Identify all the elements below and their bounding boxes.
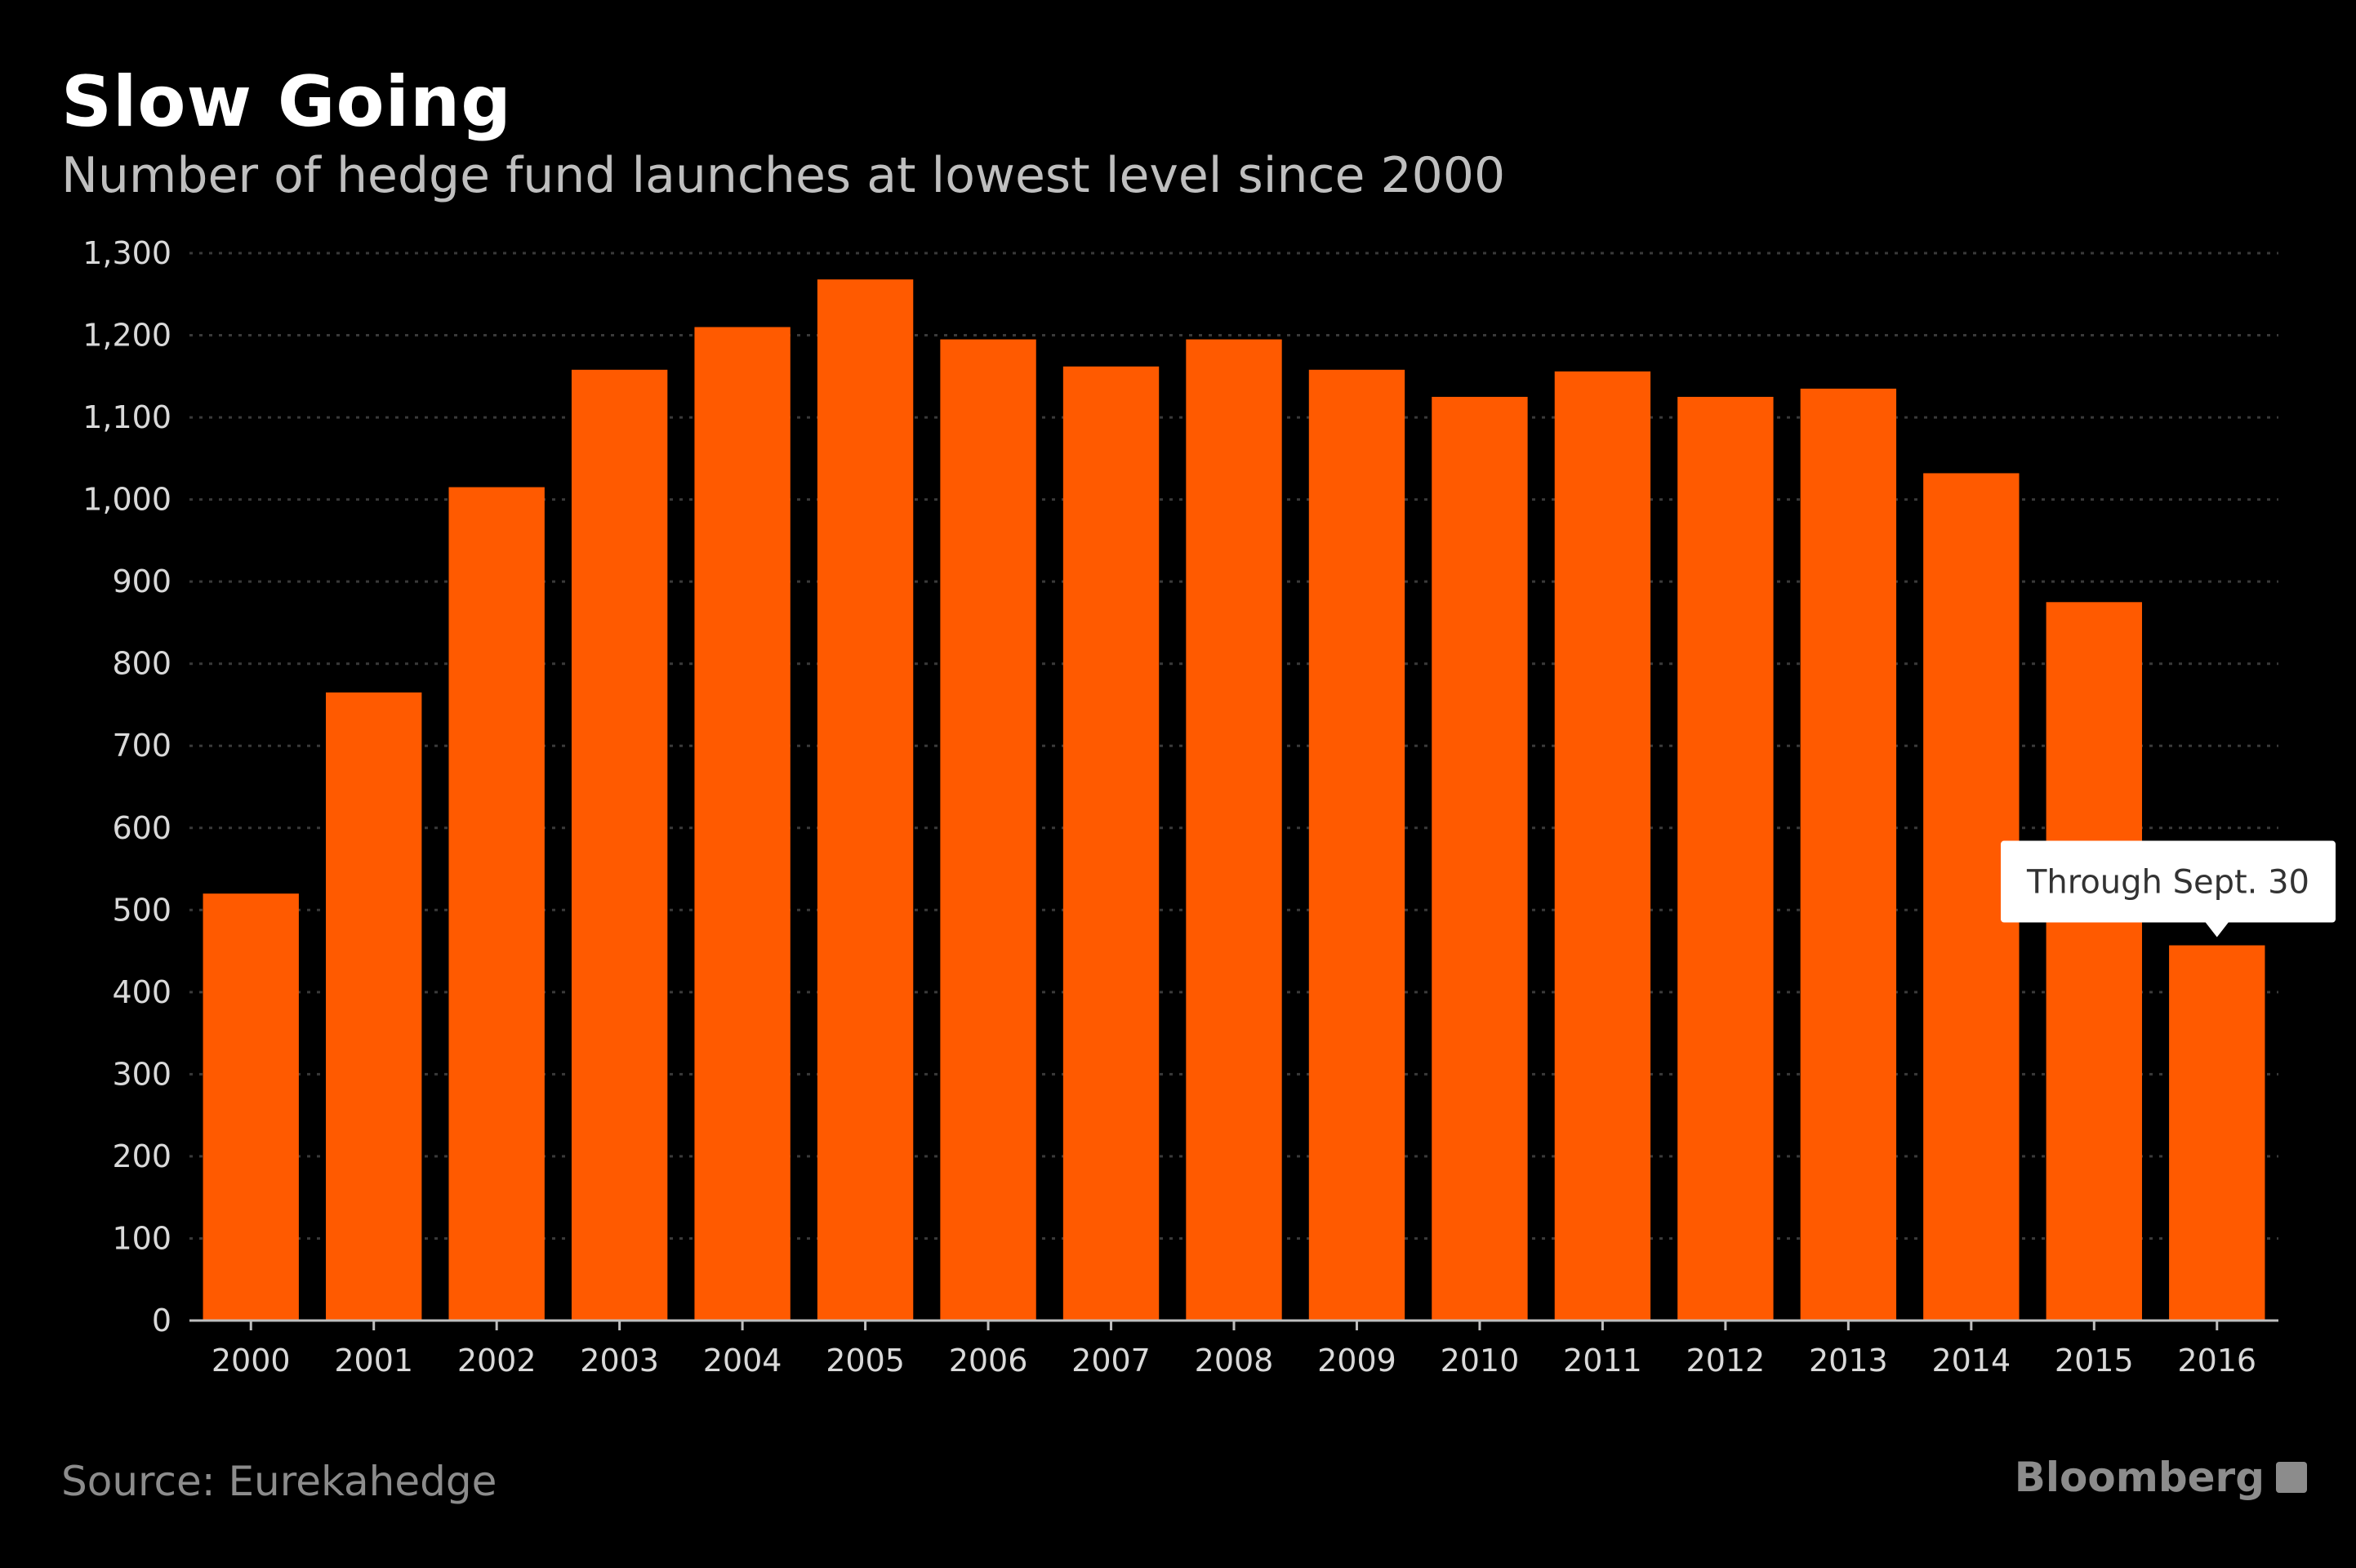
y-tick-label: 500 [112, 892, 171, 928]
brand-name: Bloomberg [2014, 1454, 2265, 1501]
brand-icon [2276, 1462, 2307, 1493]
bar [1677, 396, 1774, 1321]
y-tick-label: 1,300 [82, 235, 171, 271]
x-tick-label: 2005 [826, 1343, 905, 1379]
y-tick-label: 400 [112, 974, 171, 1010]
chart-title: Slow Going [61, 61, 512, 143]
x-tick-label: 2016 [2177, 1343, 2256, 1379]
annotation-box [2001, 840, 2336, 923]
x-tick-label: 2010 [1441, 1343, 1520, 1379]
bar [1554, 371, 1651, 1321]
x-tick-label: 2004 [703, 1343, 782, 1379]
x-tick-label: 2003 [580, 1343, 659, 1379]
bar [1432, 396, 1528, 1321]
y-tick-label: 700 [112, 728, 171, 764]
y-tick-label: 1,000 [82, 482, 171, 518]
brand-logo: Bloomberg [2015, 1454, 2307, 1501]
bar [1308, 369, 1405, 1321]
x-tick-label: 2001 [334, 1343, 413, 1379]
x-tick-label: 2013 [1809, 1343, 1888, 1379]
x-tick-label: 2002 [457, 1343, 537, 1379]
y-tick-label: 900 [112, 564, 171, 599]
y-tick-label: 100 [112, 1220, 171, 1256]
x-tick-label: 2014 [1931, 1343, 2011, 1379]
y-tick-label: 0 [152, 1303, 171, 1339]
bar [1062, 366, 1160, 1321]
bar [694, 327, 791, 1321]
chart-subtitle: Number of hedge fund launches at lowest … [61, 147, 1506, 204]
x-tick-label: 2011 [1563, 1343, 1642, 1379]
x-tick-label: 2000 [212, 1343, 291, 1379]
x-tick-label: 2008 [1195, 1343, 1274, 1379]
y-tick-label: 200 [112, 1138, 171, 1174]
bar [1800, 388, 1897, 1321]
bar [203, 893, 299, 1321]
x-tick-label: 2009 [1317, 1343, 1396, 1379]
x-tick-label: 2015 [2055, 1343, 2134, 1379]
y-tick-label: 1,100 [82, 399, 171, 435]
annotation-pointer [2205, 922, 2229, 938]
bar [571, 369, 668, 1321]
annotation-text: Through Sept. 30 [2026, 864, 2309, 902]
x-tick-label: 2012 [1686, 1343, 1766, 1379]
bar [817, 279, 914, 1321]
bar [2169, 945, 2265, 1321]
bar [2046, 602, 2142, 1321]
source-note: Source: Eurekahedge [61, 1458, 497, 1505]
bar [1186, 339, 1282, 1321]
y-tick-label: 600 [112, 810, 171, 846]
y-tick-label: 300 [112, 1056, 171, 1092]
bar [940, 339, 1036, 1321]
y-tick-label: 800 [112, 646, 171, 682]
y-tick-label: 1,200 [82, 318, 171, 354]
bar [448, 487, 545, 1321]
x-tick-label: 2006 [949, 1343, 1028, 1379]
bar [326, 692, 422, 1321]
x-tick-label: 2007 [1071, 1343, 1151, 1379]
